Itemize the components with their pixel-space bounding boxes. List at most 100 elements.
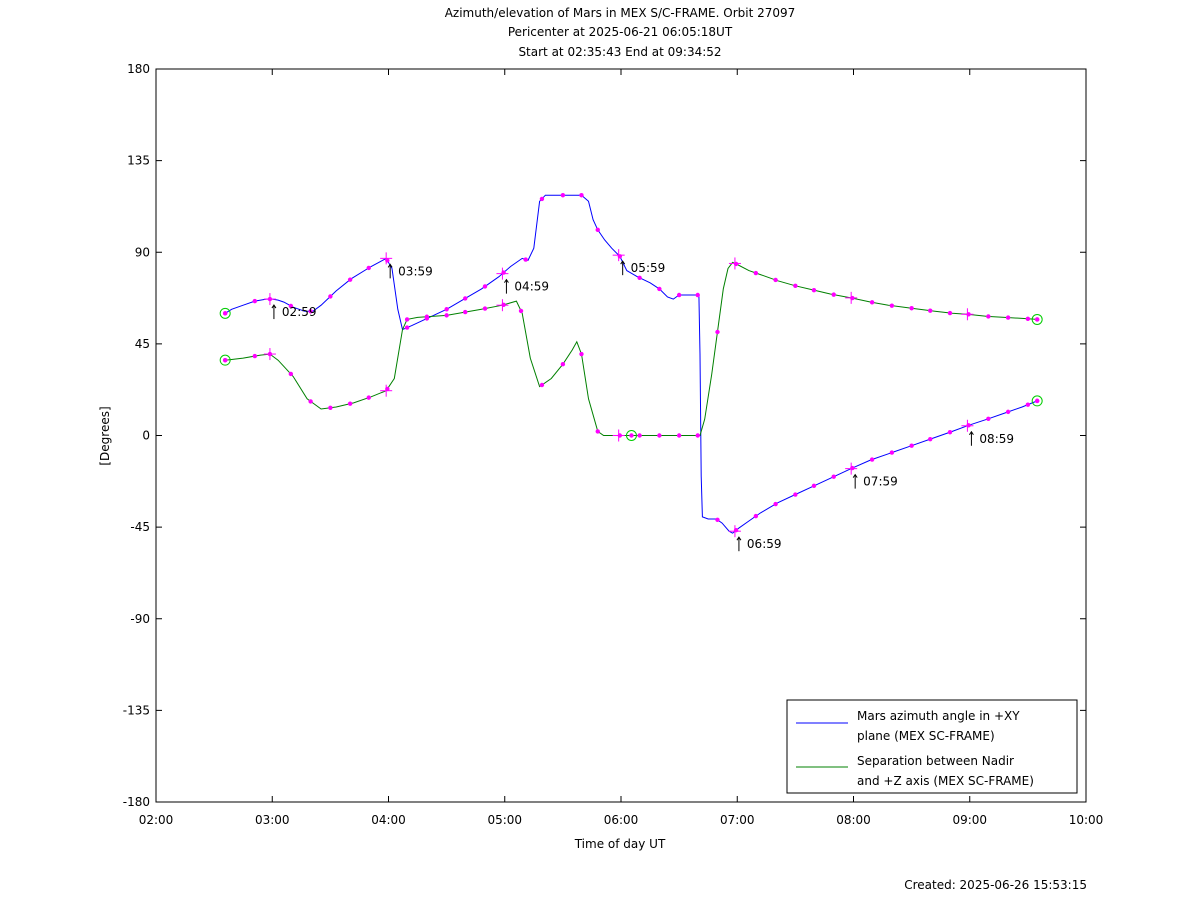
time-annotations: 02:59 03:59 04:59 05:59 06:59 07:59 08:59 (271, 260, 1014, 552)
endpoint-dot (222, 357, 228, 363)
data-point-dot (1025, 402, 1031, 407)
data-point-dot (928, 436, 933, 442)
data-point-dot (947, 310, 953, 316)
data-point-dot (404, 317, 410, 322)
x-tick-label: 03:00 (255, 813, 290, 827)
data-point-dot (715, 329, 720, 335)
x-tick-label: 09:00 (952, 813, 987, 827)
annotation-arrowhead (504, 278, 509, 283)
data-point-dot (347, 401, 353, 406)
data-point-dot (637, 275, 642, 280)
annotation-arrowhead (852, 473, 858, 478)
x-tick-label: 08:00 (836, 813, 871, 827)
data-point-dot (909, 306, 914, 311)
annotation-arrowhead (736, 536, 742, 541)
data-point-dot (347, 277, 353, 282)
data-point-dot (463, 296, 468, 301)
time-annotation-label: 02:59 (282, 305, 317, 319)
time-annotation-label: 03:59 (398, 264, 433, 278)
chart-title-line-3: Start at 02:35:43 End at 09:34:52 (518, 45, 721, 59)
data-point-dot (986, 416, 991, 422)
x-tick-label: 05:00 (487, 813, 522, 827)
endpoint-dot (1034, 398, 1040, 404)
chart-title: Azimuth/elevation of Mars in MEX S/C-FRA… (445, 6, 796, 59)
y-tick-label: -45 (130, 520, 150, 534)
data-point-dot (928, 308, 933, 313)
data-point-dot (1025, 316, 1031, 322)
data-point-dot (753, 270, 759, 276)
series-markers (219, 193, 1043, 538)
data-point-dot (909, 443, 914, 448)
data-point-dot (811, 287, 817, 293)
data-point-dot (308, 309, 313, 314)
time-annotation-label: 07:59 (863, 475, 898, 489)
data-point-dot (773, 277, 778, 283)
x-axis: 02:00 03:00 04:00 05:00 06:00 07:00 08:00 09:00… (139, 69, 1103, 827)
data-point-dot (539, 382, 545, 388)
data-point-dot (404, 325, 410, 330)
data-point-dot (811, 483, 817, 489)
data-point-dot (288, 303, 294, 309)
data-point-dot (676, 433, 682, 438)
time-annotation-label: 08:59 (979, 432, 1014, 446)
data-point-dot (889, 450, 895, 455)
data-point-dot (869, 457, 875, 462)
y-tick-label: 180 (127, 62, 150, 76)
time-annotation-label: 05:59 (631, 261, 666, 275)
endpoint-circle (1031, 395, 1043, 407)
series-line-azimuth (224, 194, 1038, 534)
legend-label-separation-line-1: Separation between Nadir (857, 754, 1014, 768)
data-point-dot (715, 517, 720, 522)
endpoint-dot (629, 433, 634, 438)
data-point-dot (579, 351, 584, 357)
data-point-dot (773, 501, 778, 507)
data-point-dot (518, 308, 524, 314)
data-point-dot (1005, 315, 1011, 320)
data-point-dot (889, 303, 895, 308)
endpoint-circle (625, 430, 637, 441)
data-point-dot (831, 292, 836, 297)
y-tick-label: -90 (130, 612, 150, 626)
data-point-dot (252, 298, 258, 304)
y-axis: 180 135 90 45 0 -45 -90 -135 -180 (123, 62, 1086, 809)
y-tick-label: 45 (135, 337, 150, 351)
data-point-dot (523, 257, 528, 262)
endpoint-dot (1034, 317, 1040, 322)
y-tick-label: -180 (123, 795, 150, 809)
data-point-dot (595, 429, 600, 434)
data-point-dot (1005, 409, 1011, 415)
series-lines (224, 194, 1038, 534)
legend-box (786, 699, 1078, 794)
data-point-dot (793, 283, 798, 289)
endpoint-circle (1031, 313, 1043, 325)
x-tick-label: 07:00 (720, 813, 755, 827)
data-point-dot (869, 300, 875, 305)
data-point-dot (695, 292, 700, 298)
data-point-dot (288, 371, 294, 377)
data-point-dot (637, 433, 642, 438)
legend: Mars azimuth angle in +XY plane (MEX SC-… (786, 699, 1078, 794)
y-tick-label: -135 (123, 703, 150, 717)
data-point-dot (444, 307, 449, 312)
data-point-dot (482, 306, 488, 311)
data-point-dot (424, 314, 430, 319)
data-point-dot (482, 284, 488, 289)
y-tick-label: 90 (135, 245, 150, 259)
data-point-dot (539, 196, 545, 202)
data-point-dot (328, 405, 333, 410)
legend-label-separation-line-2: and +Z axis (MEX SC-FRAME) (857, 774, 1034, 788)
y-axis-label: [Degrees] (98, 406, 112, 465)
data-point-dot (444, 313, 449, 318)
data-point-dot (366, 265, 371, 271)
data-point-dot (579, 193, 584, 198)
annotation-arrowhead (271, 304, 277, 309)
time-annotation-label: 06:59 (747, 537, 782, 551)
y-tick-label: 0 (142, 429, 150, 443)
data-point-dot (252, 353, 258, 359)
endpoint-circle (219, 354, 231, 366)
data-point-dot (366, 395, 371, 400)
data-point-dot (560, 193, 566, 198)
data-point-dot (753, 513, 759, 519)
data-point-dot (463, 309, 468, 315)
